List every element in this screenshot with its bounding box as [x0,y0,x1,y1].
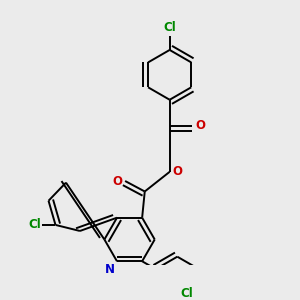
Text: Cl: Cl [163,21,176,34]
Text: O: O [173,165,183,178]
Text: N: N [105,263,115,276]
Text: Cl: Cl [180,287,193,300]
Text: O: O [112,175,122,188]
Text: O: O [195,119,205,133]
Text: Cl: Cl [28,218,41,231]
